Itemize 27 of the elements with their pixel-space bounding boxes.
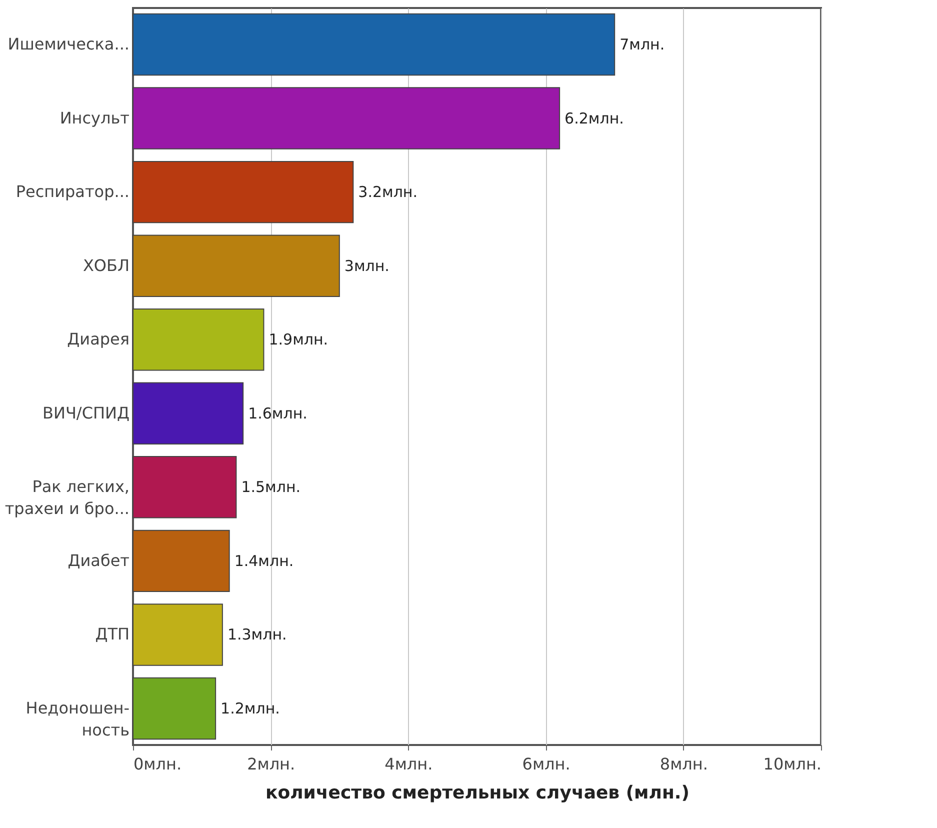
data-label: 1.2млн. — [220, 699, 280, 718]
y-tick-label: ВИЧ/СПИД — [42, 403, 130, 422]
y-tick-label: Ишемическа... — [8, 34, 130, 54]
y-tick-label: Инсульт — [60, 108, 130, 128]
x-tick-label: 2млн. — [247, 754, 296, 774]
y-tick-label: Недоношен- ность — [26, 698, 130, 740]
x-tick-label: 0млн. — [134, 754, 182, 774]
x-axis-title: количество смертельных случаев (млн.) — [266, 782, 690, 804]
y-tick-label: Диабет — [68, 550, 130, 570]
data-label: 3.2млн. — [358, 183, 418, 202]
data-label: 1.3млн. — [227, 626, 287, 644]
data-label: 7млн. — [620, 36, 665, 54]
y-tick-label: ДТП — [95, 624, 130, 644]
data-label: 3млн. — [344, 256, 390, 275]
data-label: 1.6млн. — [248, 404, 308, 422]
x-tick-label: 6млн. — [522, 754, 570, 774]
x-tick-label: 8млн. — [660, 754, 708, 774]
y-tick-label: Рак легких, трахеи и бро... — [4, 477, 130, 518]
y-tick-label: ХОБЛ — [82, 256, 130, 275]
x-tick-label: 10млн. — [763, 754, 822, 774]
y-tick-label: Диарея — [67, 330, 130, 349]
data-label: 1.9млн. — [268, 330, 328, 349]
x-tick-label: 4млн. — [384, 754, 433, 774]
data-label: 6.2млн. — [564, 109, 624, 128]
y-tick-label: Респиратор... — [16, 182, 130, 202]
data-label: 1.4млн. — [234, 552, 294, 570]
data-label: 1.5млн. — [241, 478, 301, 496]
